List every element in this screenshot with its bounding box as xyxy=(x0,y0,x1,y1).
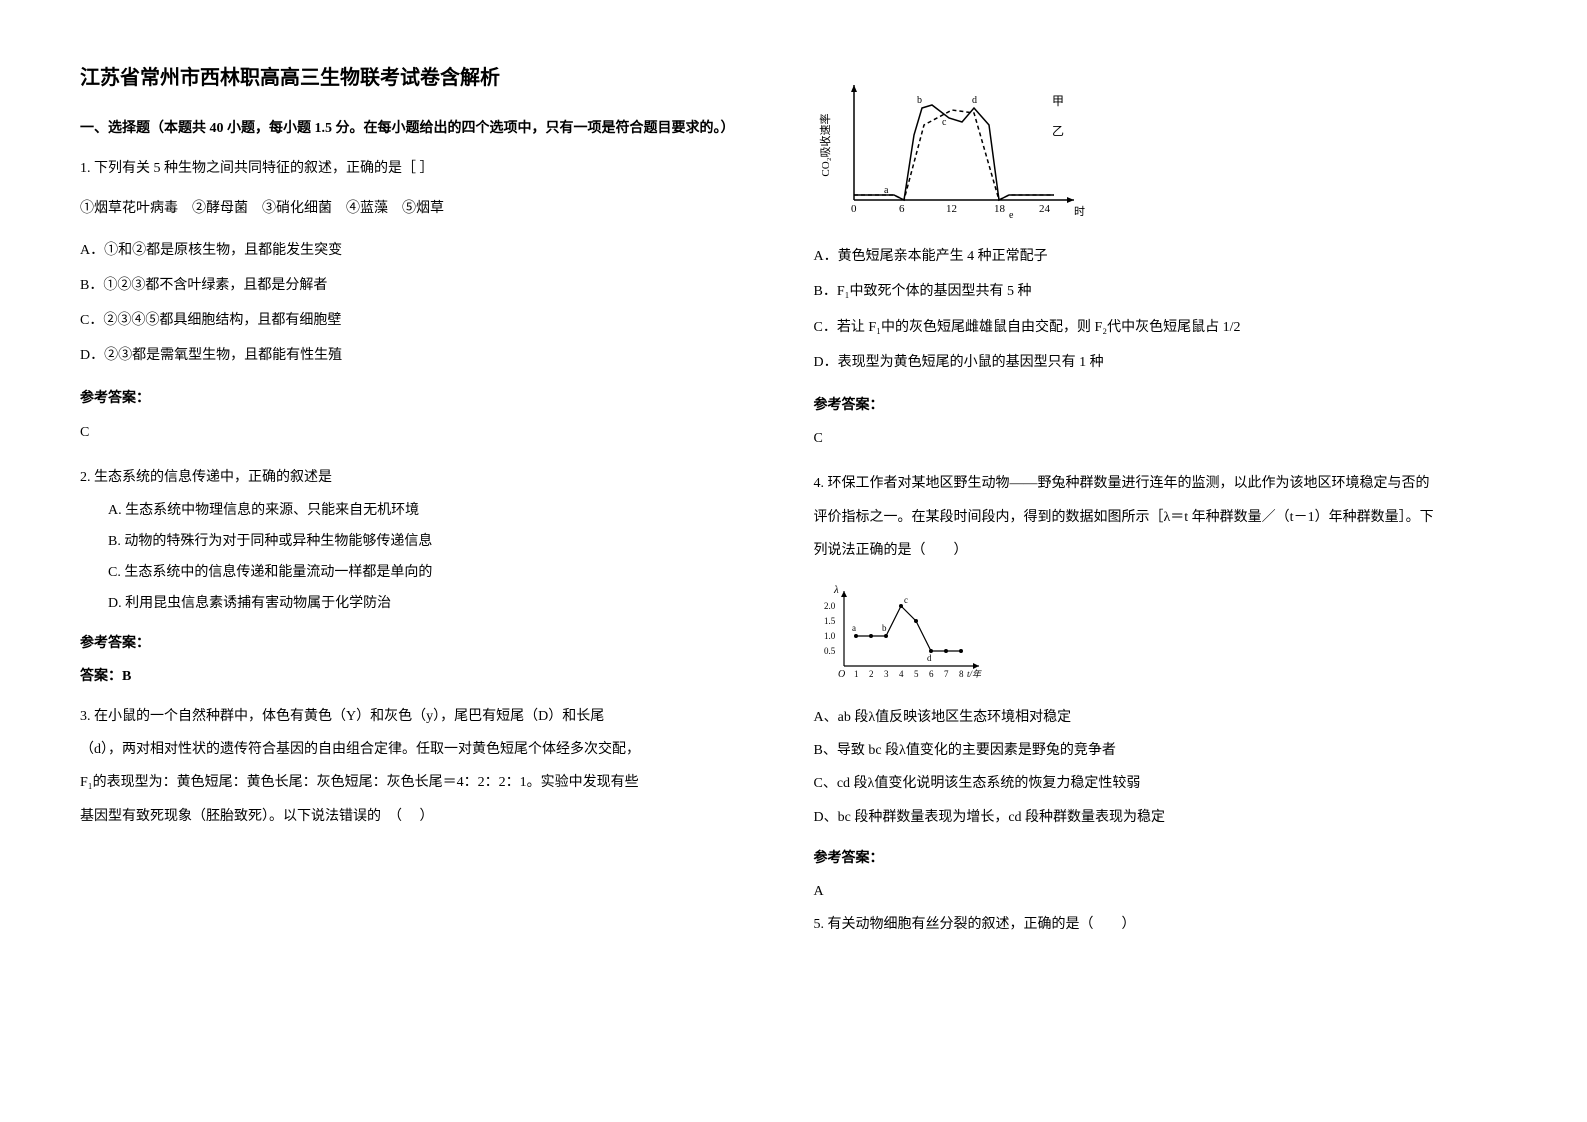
q1-items: ①烟草花叶病毒 ②酵母菌 ③硝化细菌 ④蓝藻 ⑤烟草 xyxy=(80,196,774,221)
q1-option-d: D．②③都是需氧型生物，且都能有性生殖 xyxy=(80,343,774,368)
chart2-x5: 5 xyxy=(914,669,919,679)
q2-option-d: D. 利用昆虫信息素诱捕有害动物属于化学防治 xyxy=(80,591,774,616)
chart2-ytick4: 2.0 xyxy=(824,601,836,611)
co2-chart: CO₂吸收速率 0 6 12 18 24 时 甲 乙 a b c d e xyxy=(814,70,1508,229)
chart1-point-a: a xyxy=(884,185,889,196)
q1-option-c: C．②③④⑤都具细胞结构，且都有细胞壁 xyxy=(80,308,774,333)
chart1-point-c: c xyxy=(942,117,947,128)
q3b-option-a: A．黄色短尾亲本能产生 4 种正常配子 xyxy=(814,244,1508,269)
q4-answer-label: 参考答案： xyxy=(814,846,1508,871)
q4-stem1: 4. 环保工作者对某地区野生动物——野兔种群数量进行连年的监测，以此作为该地区环… xyxy=(814,471,1508,496)
section-heading: 一、选择题（本题共 40 小题，每小题 1.5 分。在每小题给出的四个选项中，只… xyxy=(80,116,774,141)
chart2-x4: 4 xyxy=(899,669,904,679)
chart1-ylabel: CO₂吸收速率 xyxy=(818,113,832,176)
q1-option-a: A．①和②都是原核生物，且都能发生突变 xyxy=(80,238,774,263)
lambda-chart: λ 2.0 1.5 1.0 0.5 O 1 2 3 4 5 6 7 8 t/年 … xyxy=(814,581,1508,690)
chart1-label-yi: 乙 xyxy=(1052,124,1064,138)
chart1-xtick1: 6 xyxy=(899,203,905,215)
q4-option-d: D、bc 段种群数量表现为增长，cd 段种群数量表现为稳定 xyxy=(814,805,1508,830)
chart2-pb: b xyxy=(882,623,887,633)
q3-stem2: （d），两对相对性状的遗传符合基因的自由组合定律。任取一对黄色短尾个体经多次交配… xyxy=(80,737,774,762)
chart2-ylabel: λ xyxy=(833,584,839,596)
chart1-label-jia: 甲 xyxy=(1052,94,1064,108)
chart1-xtick4: 24 xyxy=(1039,203,1051,215)
q2-answer-label: 参考答案： xyxy=(80,631,774,656)
chart1-xtick2: 12 xyxy=(946,203,957,215)
q2-option-b: B. 动物的特殊行为对于同种或异种生物能够传递信息 xyxy=(80,529,774,554)
chart1-point-b: b xyxy=(917,95,922,106)
q1-answer-label: 参考答案： xyxy=(80,386,774,411)
q3-stem3: F₁的表现型为：黄色短尾：黄色长尾：灰色短尾：灰色长尾＝4：2：2：1。实验中发… xyxy=(80,770,774,795)
q4-answer: A xyxy=(814,879,1508,904)
q4-option-c: C、cd 段λ值变化说明该生态系统的恢复力稳定性较弱 xyxy=(814,771,1508,796)
chart1-point-d: d xyxy=(972,95,977,106)
q3b-option-d: D．表现型为黄色短尾的小鼠的基因型只有 1 种 xyxy=(814,350,1508,375)
chart2-x8: 8 xyxy=(959,669,964,679)
chart1-point-e: e xyxy=(1009,210,1014,220)
chart2-x6: 6 xyxy=(929,669,934,679)
q1-stem: 1. 下列有关 5 种生物之间共同特征的叙述，正确的是［ ］ xyxy=(80,156,774,181)
q4-option-a: A、ab 段λ值反映该地区生态环境相对稳定 xyxy=(814,705,1508,730)
chart2-x7: 7 xyxy=(944,669,949,679)
q4-option-b: B、导致 bc 段λ值变化的主要因素是野兔的竞争者 xyxy=(814,738,1508,763)
q3b-answer: C xyxy=(814,426,1508,451)
left-column: 江苏省常州市西林职高高三生物联考试卷含解析 一、选择题（本题共 40 小题，每小… xyxy=(80,60,774,1062)
q3b-option-c: C．若让 F₁中的灰色短尾雌雄鼠自由交配，则 F₂代中灰色短尾鼠占 1/2 xyxy=(814,315,1508,340)
chart2-x3: 3 xyxy=(884,669,889,679)
chart2-x1: 1 xyxy=(854,669,859,679)
chart2-origin: O xyxy=(838,669,845,680)
q5-stem: 5. 有关动物细胞有丝分裂的叙述，正确的是（ ） xyxy=(814,912,1508,937)
chart1-xtick3: 18 xyxy=(994,203,1006,215)
chart2-pa: a xyxy=(852,623,856,633)
chart2-ytick3: 1.5 xyxy=(824,616,836,626)
q1-option-b: B．①②③都不含叶绿素，且都是分解者 xyxy=(80,273,774,298)
chart2-pc: c xyxy=(904,595,908,605)
q2-stem: 2. 生态系统的信息传递中，正确的叙述是 xyxy=(80,465,774,490)
q2-option-a: A. 生态系统中物理信息的来源、只能来自无机环境 xyxy=(80,498,774,523)
chart1-origin: 0 xyxy=(851,203,857,215)
chart2-pd: d xyxy=(927,653,932,663)
q3-stem1: 3. 在小鼠的一个自然种群中，体色有黄色（Y）和灰色（y），尾巴有短尾（D）和长… xyxy=(80,704,774,729)
q3-stem4: 基因型有致死现象（胚胎致死）。以下说法错误的 （ ） xyxy=(80,804,774,829)
chart2-xlabel: t/年 xyxy=(967,669,982,679)
q3b-answer-label: 参考答案： xyxy=(814,393,1508,418)
chart2-ytick1: 0.5 xyxy=(824,646,836,656)
q4-stem2: 评价指标之一。在某段时间段内，得到的数据如图所示［λ＝t 年种群数量／（t－1）… xyxy=(814,505,1508,530)
q2-option-c: C. 生态系统中的信息传递和能量流动一样都是单向的 xyxy=(80,560,774,585)
q2-answer: 答案：B xyxy=(80,664,774,689)
chart1-xlabel: 时 xyxy=(1074,205,1085,218)
q1-answer: C xyxy=(80,420,774,445)
q4-stem3: 列说法正确的是（ ） xyxy=(814,538,1508,563)
q3b-option-b: B．F₁中致死个体的基因型共有 5 种 xyxy=(814,279,1508,304)
right-column: CO₂吸收速率 0 6 12 18 24 时 甲 乙 a b c d e A．黄… xyxy=(814,60,1508,1062)
chart2-ytick2: 1.0 xyxy=(824,631,836,641)
chart2-x2: 2 xyxy=(869,669,874,679)
document-title: 江苏省常州市西林职高高三生物联考试卷含解析 xyxy=(80,60,774,96)
